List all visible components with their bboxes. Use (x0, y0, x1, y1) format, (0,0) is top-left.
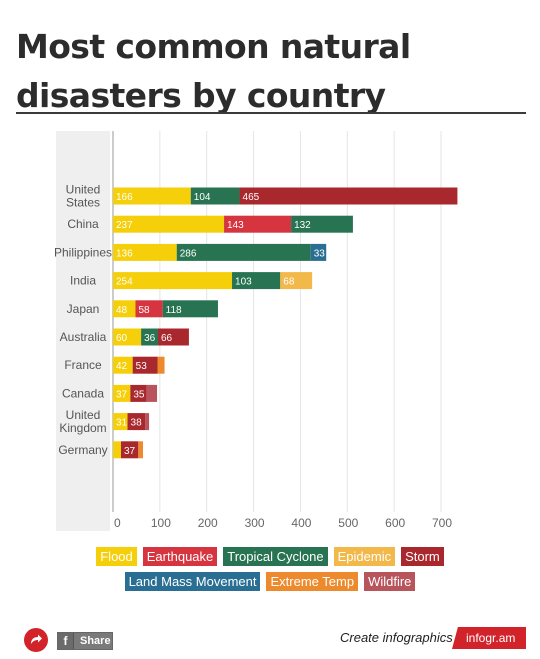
category-label-panel (56, 131, 110, 531)
bar-segment[interactable] (145, 413, 150, 431)
bar-segment[interactable] (176, 243, 311, 261)
bar-segment[interactable] (113, 441, 121, 459)
bar-value-label: 36 (144, 333, 156, 344)
legend-item[interactable]: Tropical Cyclone (223, 547, 328, 566)
bar-segment[interactable] (113, 384, 131, 402)
bar-segment[interactable] (141, 328, 158, 346)
bar-segment[interactable] (190, 187, 240, 205)
facebook-icon: f (58, 633, 74, 649)
x-tick-label: 200 (198, 516, 218, 530)
bar-segment[interactable] (113, 413, 128, 431)
x-tick-label: 0 (114, 516, 121, 530)
bar-value-label: 286 (180, 248, 197, 259)
y-category-label: United States (66, 183, 101, 210)
bar-segment[interactable] (291, 215, 353, 233)
bar-segment[interactable] (232, 272, 281, 290)
chart-legend: Flood Earthquake Tropical Cyclone Epidemic S… (0, 547, 540, 597)
x-tick-label: 100 (151, 516, 171, 530)
bar-value-label: 58 (138, 305, 150, 316)
share-arrow-icon[interactable] (24, 628, 48, 652)
y-category-label: United Kingdom (59, 408, 106, 435)
bar-value-label: 48 (116, 305, 128, 316)
bar-segment[interactable] (113, 243, 177, 261)
bar-value-label: 103 (235, 277, 252, 288)
bar-segment[interactable] (239, 187, 458, 205)
bar-value-label: 68 (283, 277, 295, 288)
bar-value-label: 143 (227, 220, 244, 231)
legend-row: Land Mass Movement Extreme Temp Wildfire (0, 572, 540, 591)
bar-segment[interactable] (120, 441, 139, 459)
bar-segment[interactable] (113, 187, 191, 205)
y-category-label: India (70, 274, 96, 288)
bar-value-label: 237 (116, 220, 133, 231)
bar-value-label: 254 (116, 277, 133, 288)
y-category-label: Australia (60, 330, 107, 344)
bar-segment[interactable] (157, 328, 189, 346)
y-category-label: France (64, 358, 102, 372)
y-category-label: Japan (67, 302, 100, 316)
bar-value-label: 35 (133, 389, 145, 400)
legend-item[interactable]: Storm (401, 547, 444, 566)
x-tick-label: 400 (291, 516, 311, 530)
create-infographics-link[interactable]: Create infographics (340, 630, 453, 645)
bar-value-label: 136 (116, 248, 133, 259)
legend-item[interactable]: Flood (96, 547, 137, 566)
bar-value-label: 38 (131, 418, 143, 429)
bar-segment[interactable] (113, 215, 225, 233)
y-category-label: China (67, 217, 99, 231)
bar-segment[interactable] (135, 300, 163, 318)
legend-item[interactable]: Earthquake (142, 547, 218, 566)
bar-segment[interactable] (280, 272, 313, 290)
bar-value-label: 132 (294, 220, 311, 231)
bar-value-label: 166 (116, 192, 133, 203)
bar-segment[interactable] (162, 300, 218, 318)
bar-value-label: 53 (136, 361, 148, 372)
bar-segment[interactable] (113, 328, 142, 346)
legend-row: Flood Earthquake Tropical Cyclone Epidemic S… (0, 547, 540, 566)
page-title: Most common natural disasters by country (16, 27, 411, 115)
x-tick-label: 500 (338, 516, 358, 530)
bar-segment[interactable] (113, 300, 136, 318)
bar-segment[interactable] (127, 413, 146, 431)
bar-segment[interactable] (310, 243, 327, 261)
brand-logo[interactable]: infogr.am (452, 627, 526, 649)
legend-item[interactable]: Extreme Temp (266, 572, 359, 591)
bar-value-label: 42 (116, 361, 128, 372)
bar-segment[interactable] (132, 356, 158, 374)
share-button-label: Share (80, 635, 111, 647)
bar-segment[interactable] (224, 215, 292, 233)
y-category-label: Philippines (54, 245, 112, 259)
x-tick-label: 600 (385, 516, 405, 530)
bar-value-label: 118 (166, 305, 182, 316)
bar-value-label: 104 (194, 192, 211, 203)
bar-value-label: 37 (124, 446, 136, 457)
bar-segment[interactable] (113, 356, 133, 374)
title-divider (16, 112, 526, 114)
bar-segment[interactable] (146, 384, 158, 402)
bar-segment[interactable] (113, 272, 233, 290)
legend-item[interactable]: Land Mass Movement (124, 572, 261, 591)
x-tick-label: 700 (432, 516, 452, 530)
bar-value-label: 60 (116, 333, 128, 344)
bar-value-label: 33 (314, 248, 326, 259)
facebook-share-button[interactable]: f Share (57, 632, 113, 650)
bar-segment[interactable] (157, 356, 165, 374)
bar-segment[interactable] (138, 441, 143, 459)
bar-value-label: 31 (116, 418, 128, 429)
x-tick-label: 300 (245, 516, 265, 530)
legend-item[interactable]: Epidemic (333, 547, 396, 566)
y-category-label: Canada (62, 386, 104, 400)
bar-value-label: 465 (243, 192, 260, 203)
legend-item[interactable]: Wildfire (364, 572, 416, 591)
y-category-label: Germany (58, 443, 107, 457)
bar-value-label: 37 (116, 389, 128, 400)
bar-segment[interactable] (130, 384, 147, 402)
bar-value-label: 66 (161, 333, 173, 344)
